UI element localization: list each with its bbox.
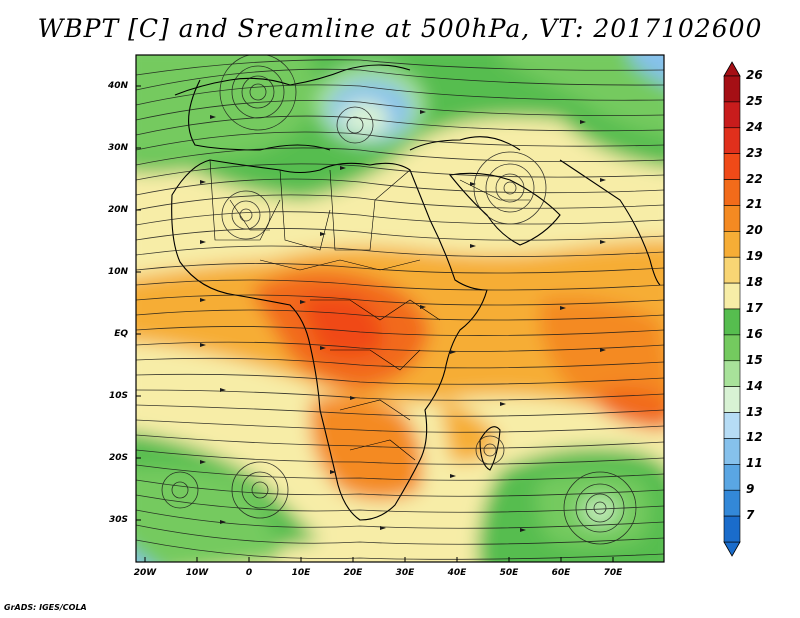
colorbar-label: 13 bbox=[746, 404, 763, 419]
colorbar-label: 15 bbox=[746, 352, 763, 367]
colorbar-box bbox=[723, 489, 741, 517]
lon-label-60e: 60E bbox=[551, 568, 571, 578]
lon-label-40e: 40E bbox=[447, 568, 467, 578]
streamlines bbox=[136, 55, 664, 560]
lat-label-30n: 30N bbox=[107, 143, 128, 153]
colorbar-label: 21 bbox=[746, 197, 763, 212]
colorbar-box bbox=[723, 386, 741, 413]
credit-text: GrADS: IGES/COLA bbox=[4, 603, 87, 612]
colorbar-box bbox=[723, 308, 741, 336]
map-frame bbox=[135, 54, 665, 563]
streamline-arrows bbox=[200, 110, 606, 532]
colorbar-box bbox=[723, 282, 741, 310]
colorbar-label: 25 bbox=[746, 93, 763, 108]
colorbar-box bbox=[723, 515, 741, 543]
axis-ticks bbox=[136, 85, 614, 562]
lat-label-20s: 20S bbox=[108, 453, 128, 463]
colorbar-box bbox=[723, 127, 741, 154]
colorbar-label: 12 bbox=[746, 430, 763, 445]
colorbar-label: 20 bbox=[746, 223, 763, 238]
colorbar-label: 9 bbox=[746, 482, 755, 497]
lon-label-10w: 10W bbox=[185, 568, 209, 578]
colorbar-box bbox=[723, 101, 741, 129]
colorbar-box bbox=[723, 205, 741, 232]
lon-label-20w: 20W bbox=[133, 568, 157, 578]
colorbar-label: 22 bbox=[746, 171, 763, 186]
lat-label-10n: 10N bbox=[107, 267, 128, 277]
colorbar-box bbox=[723, 464, 741, 491]
lat-label-20n: 20N bbox=[107, 205, 128, 215]
colorbar bbox=[723, 61, 741, 557]
colorbar-label: 19 bbox=[746, 249, 763, 264]
lat-label-40n: 40N bbox=[107, 81, 128, 91]
colorbar-box bbox=[723, 334, 741, 362]
colorbar-label: 11 bbox=[746, 456, 763, 471]
colorbar-box bbox=[723, 231, 741, 258]
colorbar-top-arrow bbox=[723, 61, 741, 77]
colorbar-label: 26 bbox=[746, 68, 763, 82]
lat-label-30s: 30S bbox=[108, 515, 128, 525]
lat-label-eq: EQ bbox=[114, 329, 128, 339]
colorbar-label: 17 bbox=[746, 301, 763, 315]
lon-label-70e: 70E bbox=[603, 568, 623, 578]
wbpt-field bbox=[136, 55, 664, 562]
colorbar-box bbox=[723, 75, 741, 103]
colorbar-box bbox=[723, 153, 741, 180]
lon-label-10e: 10E bbox=[291, 568, 311, 578]
lon-label-20e: 20E bbox=[343, 568, 363, 578]
lon-label-0: 0 bbox=[245, 568, 253, 578]
colorbar-box bbox=[723, 360, 741, 387]
colorbar-label: 24 bbox=[746, 119, 763, 134]
colorbar-label: 23 bbox=[746, 145, 763, 160]
lat-label-10s: 10S bbox=[108, 391, 128, 401]
colorbar-box bbox=[723, 412, 741, 439]
colorbar-label: 14 bbox=[746, 378, 763, 393]
lon-label-30e: 30E bbox=[395, 568, 415, 578]
colorbar-box bbox=[723, 179, 741, 206]
colorbar-box bbox=[723, 256, 741, 284]
colorbar-label: 7 bbox=[746, 508, 755, 523]
chart-title: WBPT [C] and Sreamline at 500hPa, VT: 20… bbox=[37, 14, 763, 43]
colorbar-label: 16 bbox=[746, 326, 763, 341]
colorbar-label: 18 bbox=[746, 275, 763, 290]
colorbar-bottom-arrow bbox=[723, 541, 741, 557]
colorbar-box bbox=[723, 438, 741, 465]
lon-label-50e: 50E bbox=[499, 568, 519, 578]
